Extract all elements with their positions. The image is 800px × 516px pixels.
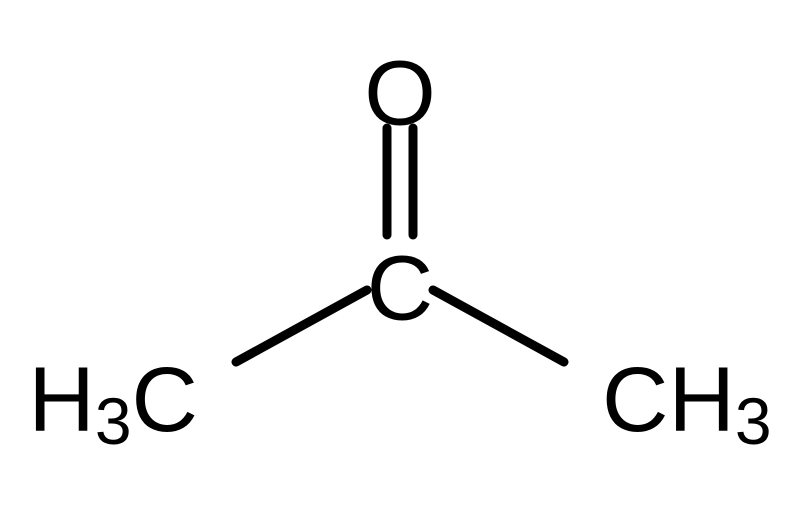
chemical-structure-diagram: O C H3C CH3 [0, 0, 800, 516]
atom-methyl-left: H3C [28, 349, 198, 458]
atom-carbon-center: C [367, 237, 433, 339]
bond-single-left [236, 290, 367, 362]
atom-oxygen: O [364, 42, 436, 144]
atom-methyl-right: CH3 [602, 349, 772, 458]
bond-single-right [433, 290, 564, 362]
atoms: O C H3C CH3 [28, 42, 771, 458]
